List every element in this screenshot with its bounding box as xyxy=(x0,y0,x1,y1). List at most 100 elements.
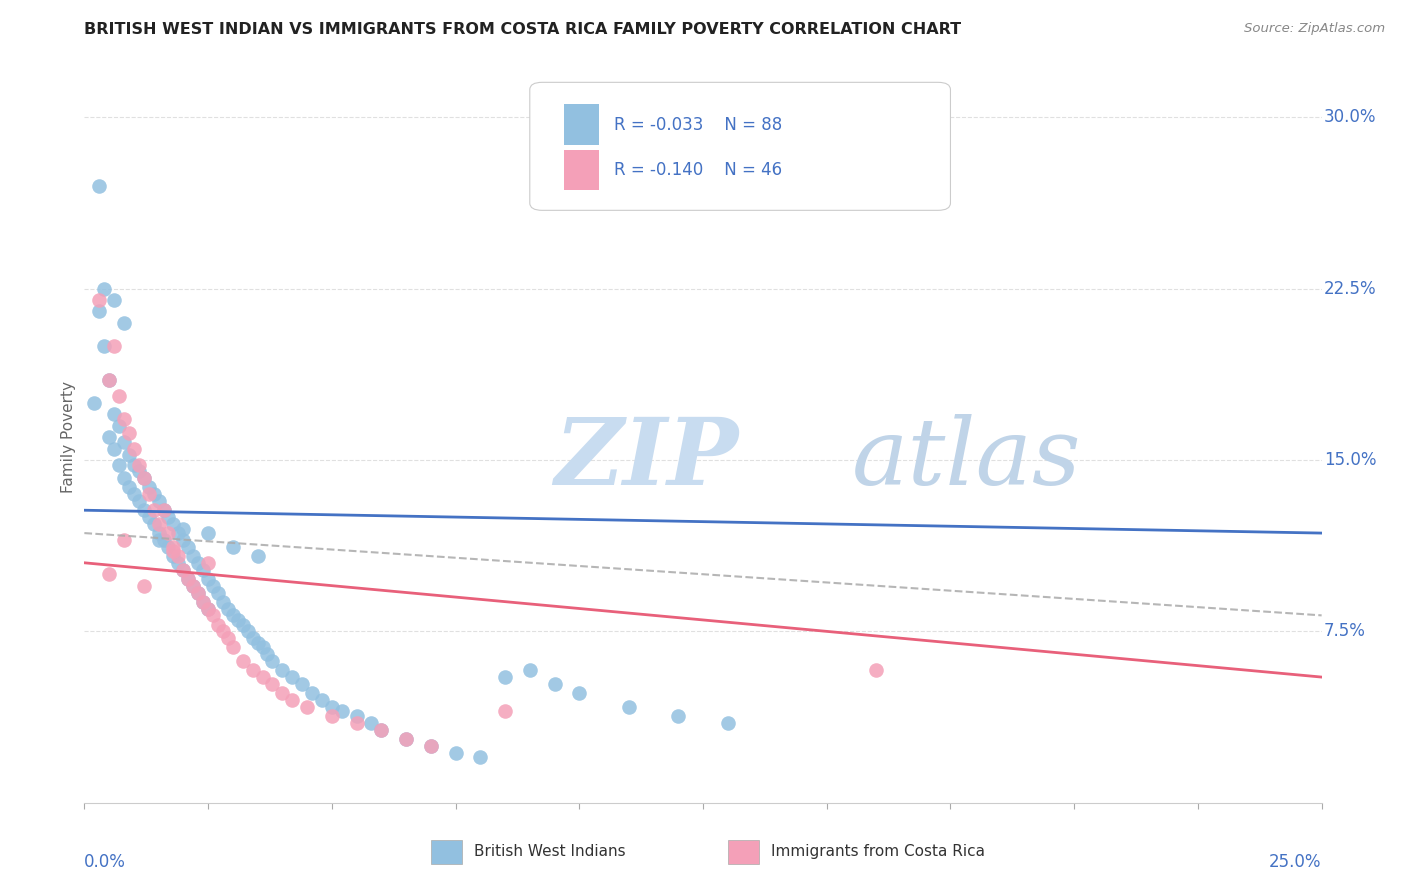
Point xyxy=(152,503,174,517)
Point xyxy=(197,572,219,586)
Point xyxy=(543,677,565,691)
Point xyxy=(281,693,304,707)
Point xyxy=(212,594,235,608)
Point xyxy=(132,471,155,485)
Point xyxy=(181,579,204,593)
Text: Source: ZipAtlas.com: Source: ZipAtlas.com xyxy=(1244,22,1385,36)
Point xyxy=(568,686,591,700)
Text: 7.5%: 7.5% xyxy=(1324,623,1367,640)
Point xyxy=(666,709,689,723)
Point xyxy=(167,556,190,570)
Point xyxy=(271,686,294,700)
Point xyxy=(222,640,245,655)
Point xyxy=(83,396,105,410)
Point xyxy=(138,487,160,501)
Point xyxy=(128,458,150,472)
Point xyxy=(360,715,382,730)
Point xyxy=(252,670,274,684)
Point xyxy=(187,585,209,599)
Point xyxy=(291,677,314,691)
Point xyxy=(519,663,541,677)
Point xyxy=(162,544,184,558)
Point xyxy=(207,585,229,599)
Point xyxy=(112,316,135,330)
Point xyxy=(330,705,353,719)
Point xyxy=(89,293,111,307)
Point xyxy=(103,407,125,421)
Point xyxy=(226,613,249,627)
Point xyxy=(242,632,264,646)
Point xyxy=(181,549,204,563)
Point xyxy=(167,549,190,563)
Point xyxy=(187,585,209,599)
Point xyxy=(202,579,225,593)
Point xyxy=(301,686,323,700)
Point xyxy=(172,533,194,547)
Y-axis label: Family Poverty: Family Poverty xyxy=(60,381,76,493)
Point xyxy=(246,549,269,563)
Bar xyxy=(430,840,461,863)
Point xyxy=(152,533,174,547)
Point xyxy=(172,563,194,577)
Point xyxy=(98,567,121,582)
Point xyxy=(419,739,441,753)
Point xyxy=(246,636,269,650)
Text: BRITISH WEST INDIAN VS IMMIGRANTS FROM COSTA RICA FAMILY POVERTY CORRELATION CHA: BRITISH WEST INDIAN VS IMMIGRANTS FROM C… xyxy=(84,22,962,37)
Point xyxy=(262,654,284,668)
Point xyxy=(222,608,245,623)
Point xyxy=(162,516,184,531)
Point xyxy=(98,430,121,444)
Point xyxy=(132,471,155,485)
Point xyxy=(321,699,343,714)
Point xyxy=(444,746,467,760)
Point xyxy=(142,516,165,531)
Point xyxy=(177,540,200,554)
Point xyxy=(98,373,121,387)
Point xyxy=(157,526,180,541)
Point xyxy=(232,654,254,668)
Point xyxy=(197,601,219,615)
Point xyxy=(271,663,294,677)
Point xyxy=(118,425,141,440)
Point xyxy=(311,693,333,707)
Point xyxy=(103,338,125,352)
Point xyxy=(118,480,141,494)
Point xyxy=(419,739,441,753)
Point xyxy=(197,526,219,541)
Point xyxy=(157,510,180,524)
Text: 22.5%: 22.5% xyxy=(1324,279,1376,298)
Point xyxy=(138,480,160,494)
Point xyxy=(112,434,135,449)
Point xyxy=(262,677,284,691)
Point xyxy=(197,556,219,570)
Point xyxy=(395,731,418,746)
Point xyxy=(128,494,150,508)
Point xyxy=(138,510,160,524)
Text: 15.0%: 15.0% xyxy=(1324,451,1376,469)
Point xyxy=(98,373,121,387)
Point xyxy=(470,750,492,764)
Text: 30.0%: 30.0% xyxy=(1324,108,1376,126)
Point xyxy=(717,715,740,730)
Point xyxy=(217,601,239,615)
Point xyxy=(187,556,209,570)
Point xyxy=(172,563,194,577)
Point xyxy=(93,338,115,352)
Bar xyxy=(564,104,599,145)
Text: R = -0.033    N = 88: R = -0.033 N = 88 xyxy=(614,116,782,134)
Point xyxy=(142,487,165,501)
Point xyxy=(177,572,200,586)
Point xyxy=(191,594,214,608)
Point xyxy=(142,503,165,517)
Bar xyxy=(728,840,759,863)
Point xyxy=(132,579,155,593)
Point xyxy=(89,178,111,193)
Point xyxy=(112,471,135,485)
Point xyxy=(370,723,392,737)
Point xyxy=(395,731,418,746)
Point xyxy=(346,709,368,723)
Text: 25.0%: 25.0% xyxy=(1270,853,1322,871)
Point xyxy=(494,705,516,719)
Point xyxy=(217,632,239,646)
Point xyxy=(103,442,125,456)
